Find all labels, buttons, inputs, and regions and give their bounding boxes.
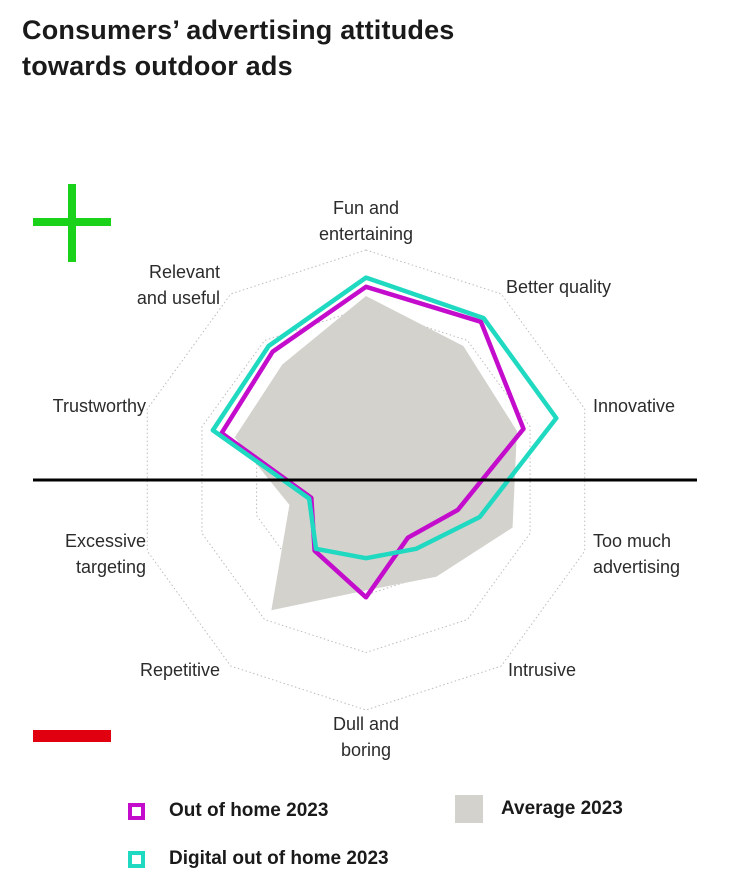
grid-ring-3 (201, 306, 531, 654)
axis-label-better-quality: Better quality (506, 277, 611, 297)
chart-title: Consumers’ advertising attitudes towards… (22, 12, 455, 84)
axis-label-relevant-and-useful: Relevant and useful (137, 262, 220, 308)
axis-label-too-much-advertising: Too much advertising (593, 531, 680, 577)
legend-label-average: Average 2023 (501, 798, 623, 819)
legend-item-out-of-home: Out of home 2023 (128, 800, 328, 822)
axis-label-repetitive: Repetitive (140, 660, 220, 680)
radar-axis-labels: Fun and entertaining Better quality Innovat… (53, 198, 680, 760)
legend-item-digital-out-of-home: Digital out of home 2023 (128, 848, 389, 870)
axis-label-innovative: Innovative (593, 396, 675, 416)
series-out-of-home-2023 (219, 284, 526, 600)
legend-label-digital-out-of-home: Digital out of home 2023 (169, 848, 389, 869)
chart-title-line-1: Consumers’ advertising attitudes (22, 15, 455, 45)
legend-swatch-digital-out-of-home (128, 850, 145, 868)
chart-title-line-2: towards outdoor ads (22, 51, 293, 81)
axis-label-fun-and-entertaining: Fun and entertaining (319, 198, 413, 244)
series-digital-out-of-home-2023 (210, 275, 559, 561)
legend-item-average: Average 2023 (455, 795, 623, 823)
plus-icon (33, 184, 111, 262)
axis-label-dull-and-boring: Dull and boring (333, 714, 399, 760)
legend-swatch-average (455, 795, 483, 823)
axis-label-excessive-targeting: Excessive targeting (65, 531, 146, 577)
series-average-2023 (234, 296, 517, 611)
axis-label-trustworthy: Trustworthy (53, 396, 146, 416)
radar-series (210, 275, 559, 611)
minus-icon (33, 730, 111, 742)
legend-label-out-of-home: Out of home 2023 (169, 800, 329, 821)
legend-swatch-out-of-home (128, 802, 145, 820)
axis-label-intrusive: Intrusive (508, 660, 576, 680)
grid-ring-4 (146, 249, 586, 711)
